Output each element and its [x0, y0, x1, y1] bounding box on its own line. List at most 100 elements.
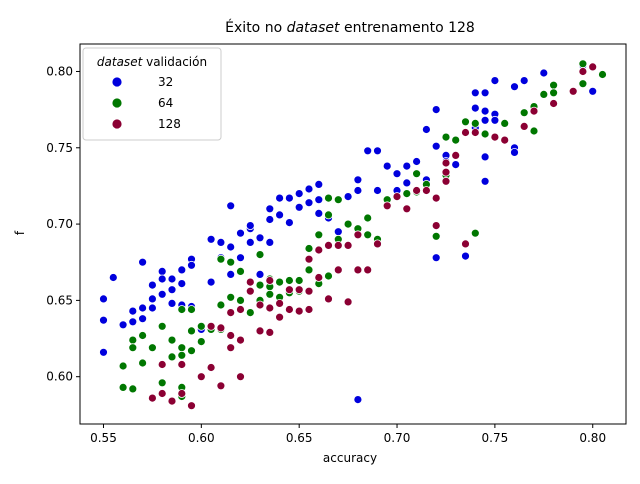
data-point: [304, 265, 314, 275]
data-point: [549, 80, 558, 90]
data-point: [294, 276, 304, 285]
data-point: [402, 189, 412, 199]
data-point: [177, 305, 187, 314]
data-point: [402, 204, 412, 214]
data-point: [187, 260, 196, 270]
data-point: [373, 186, 382, 195]
data-point: [147, 294, 157, 304]
data-point: [138, 331, 148, 340]
data-point: [187, 326, 196, 336]
data-point: [343, 192, 353, 202]
data-point: [265, 276, 275, 285]
data-point: [314, 179, 324, 189]
data-point: [480, 88, 490, 98]
data-point: [470, 119, 480, 128]
data-point: [255, 250, 265, 260]
data-point: [324, 271, 333, 281]
data-point: [275, 193, 285, 203]
data-point: [529, 106, 539, 116]
data-point: [539, 68, 549, 78]
data-point: [451, 150, 461, 160]
data-point: [128, 384, 138, 394]
data-point: [206, 234, 216, 244]
data-point: [412, 157, 422, 166]
data-point: [431, 105, 441, 114]
x-tick-label: 0.80: [579, 431, 606, 445]
data-point: [470, 103, 480, 113]
data-point: [353, 265, 363, 275]
legend-title-suffix: validación: [142, 55, 207, 69]
title-italic: dataset: [287, 20, 340, 36]
data-point: [284, 193, 294, 203]
data-point: [294, 306, 304, 316]
data-point: [255, 300, 265, 310]
x-tick-label: 0.60: [188, 431, 215, 445]
title-suffix: entrenamento 128: [340, 20, 475, 36]
data-point: [157, 274, 167, 284]
data-point: [314, 230, 324, 240]
data-point: [226, 257, 236, 267]
data-point: [490, 115, 500, 125]
data-point: [226, 269, 236, 279]
data-point: [265, 289, 275, 299]
y-tick-label: 0.70: [46, 217, 73, 231]
data-point: [353, 230, 363, 240]
series-128: [147, 62, 598, 411]
data-point: [451, 135, 461, 145]
data-point: [324, 210, 333, 220]
data-point: [500, 135, 510, 145]
data-point: [128, 306, 138, 316]
data-point: [490, 76, 500, 85]
data-point: [382, 201, 392, 211]
legend-box: [82, 47, 222, 141]
series-32: [99, 61, 598, 405]
data-point: [284, 276, 294, 285]
data-point: [245, 277, 255, 287]
data-point: [333, 240, 343, 250]
data-point: [480, 176, 490, 186]
data-point: [206, 277, 216, 287]
x-tick-label: 0.65: [286, 431, 313, 445]
data-point: [451, 160, 461, 170]
data-point: [480, 129, 490, 139]
data-point: [138, 358, 148, 368]
data-point: [549, 88, 558, 98]
data-point: [441, 158, 451, 168]
y-axis-ticks: 0.60 0.65 0.70 0.75 0.80: [46, 64, 80, 384]
data-point: [304, 305, 314, 314]
data-point: [187, 401, 196, 411]
data-point: [216, 300, 226, 310]
data-point: [275, 210, 285, 220]
data-point: [343, 219, 353, 229]
data-point: [353, 175, 363, 185]
data-point: [147, 303, 157, 313]
data-point: [284, 218, 294, 228]
data-point: [236, 305, 245, 314]
data-point: [441, 132, 451, 142]
x-axis-label: accuracy: [323, 451, 377, 465]
data-point: [275, 312, 285, 322]
data-point: [363, 230, 373, 240]
data-point: [510, 147, 519, 157]
data-point: [226, 201, 236, 211]
data-point: [245, 221, 255, 231]
legend-title: dataset validación: [97, 55, 207, 69]
data-point: [461, 128, 470, 137]
data-point: [236, 295, 245, 305]
data-point: [304, 198, 314, 208]
data-point: [99, 315, 108, 325]
data-point: [549, 99, 558, 108]
data-point: [333, 195, 343, 205]
points-layer: [99, 59, 607, 411]
data-point: [138, 314, 148, 324]
data-point: [294, 189, 304, 199]
data-point: [177, 279, 187, 289]
data-point: [245, 237, 255, 247]
data-point: [275, 298, 285, 308]
x-axis-ticks: 0.55 0.60 0.65 0.70 0.75 0.80: [90, 424, 606, 445]
data-point: [128, 317, 138, 327]
data-point: [226, 292, 236, 302]
data-point: [128, 343, 138, 353]
data-point: [588, 62, 598, 72]
